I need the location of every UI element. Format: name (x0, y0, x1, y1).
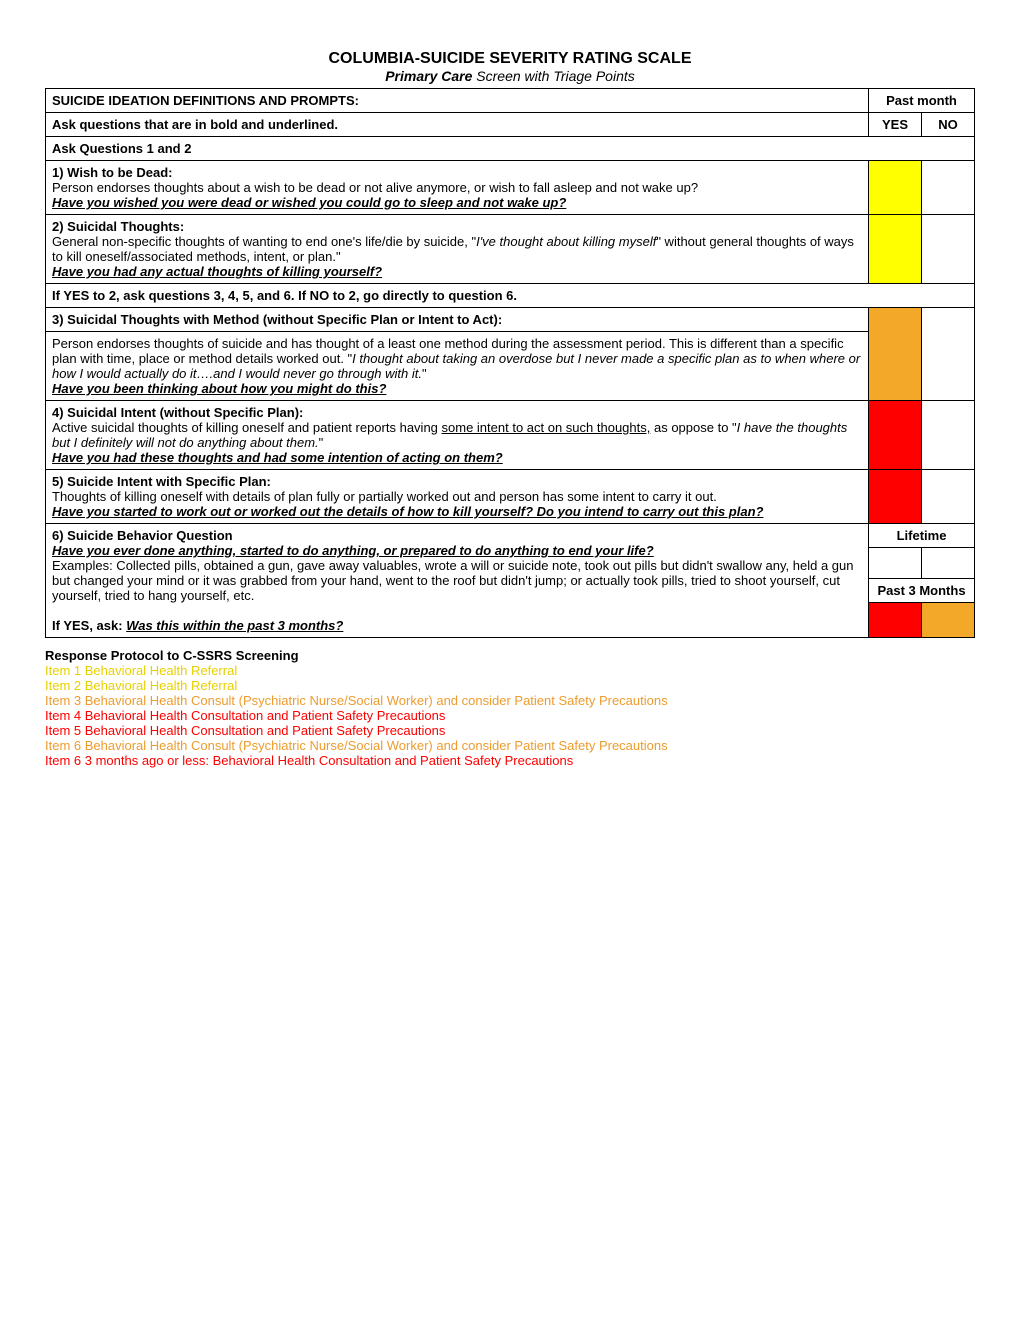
q2-title: 2) Suicidal Thoughts: (52, 219, 184, 234)
q5-yes-cell[interactable] (869, 470, 922, 524)
protocol-item-6: Item 6 Behavioral Health Consult (Psychi… (45, 738, 975, 753)
protocol-title: Response Protocol to C-SSRS Screening (45, 648, 975, 663)
protocol-item-4: Item 4 Behavioral Health Consultation an… (45, 708, 975, 723)
q3-title: 3) Suicidal Thoughts with Method (withou… (46, 308, 868, 332)
header-period: Past month (869, 89, 975, 113)
q4-body-pre: Active suicidal thoughts of killing ones… (52, 420, 442, 435)
branch-instruction: If YES to 2, ask questions 3, 4, 5, and … (46, 284, 975, 308)
q5-prompt: Have you started to work out or worked o… (52, 504, 763, 519)
lifetime-label: Lifetime (869, 524, 974, 548)
q4-under: some intent to act on such thoughts, (442, 420, 651, 435)
q3-yes-cell[interactable] (869, 308, 922, 401)
past3-yes[interactable] (869, 603, 922, 638)
q6-body: Examples: Collected pills, obtained a gu… (52, 558, 853, 603)
q1-yes-cell[interactable] (869, 161, 922, 215)
q2-body-pre: General non-specific thoughts of wanting… (52, 234, 476, 249)
past3-label: Past 3 Months (869, 579, 974, 603)
protocol-item-2: Item 2 Behavioral Health Referral (45, 678, 975, 693)
q4-body-post: " (319, 435, 324, 450)
protocol-item-3: Item 3 Behavioral Health Consult (Psychi… (45, 693, 975, 708)
q3-no-cell[interactable] (922, 308, 975, 401)
q1-body: Person endorses thoughts about a wish to… (52, 180, 698, 195)
question-5-row: 5) Suicide Intent with Specific Plan: Th… (46, 470, 975, 524)
question-1-row: 1) Wish to be Dead: Person endorses thou… (46, 161, 975, 215)
q1-no-cell[interactable] (922, 161, 975, 215)
q1-title: 1) Wish to be Dead: (52, 165, 173, 180)
subtitle-italic: Screen with Triage Points (472, 68, 634, 84)
q5-no-cell[interactable] (922, 470, 975, 524)
lifetime-no[interactable] (922, 548, 975, 579)
screening-table: SUICIDE IDEATION DEFINITIONS AND PROMPTS… (45, 88, 975, 638)
document-subtitle: Primary Care Screen with Triage Points (45, 68, 975, 84)
q4-prompt: Have you had these thoughts and had some… (52, 450, 503, 465)
q6-title: 6) Suicide Behavior Question (52, 528, 233, 543)
question-2-row: 2) Suicidal Thoughts: General non-specif… (46, 215, 975, 284)
protocol-item-1: Item 1 Behavioral Health Referral (45, 663, 975, 678)
question-6-row: 6) Suicide Behavior Question Have you ev… (46, 524, 975, 638)
protocol-section: Response Protocol to C-SSRS Screening It… (45, 648, 975, 768)
past3-no[interactable] (922, 603, 975, 638)
question-4-row: 4) Suicidal Intent (without Specific Pla… (46, 401, 975, 470)
q1-prompt: Have you wished you were dead or wished … (52, 195, 566, 210)
q5-title: 5) Suicide Intent with Specific Plan: (52, 474, 271, 489)
q4-yes-cell[interactable] (869, 401, 922, 470)
q4-body-mid: as oppose to " (650, 420, 736, 435)
q3-prompt: Have you been thinking about how you mig… (52, 381, 386, 396)
q6-followup-pre: If YES, ask: (52, 618, 126, 633)
subtitle-bold: Primary Care (385, 68, 472, 84)
q2-yes-cell[interactable] (869, 215, 922, 284)
q6-period-table: Lifetime Past 3 Months (869, 524, 974, 637)
q4-title: 4) Suicidal Intent (without Specific Pla… (52, 405, 303, 420)
document-title: COLUMBIA-SUICIDE SEVERITY RATING SCALE (45, 50, 975, 68)
instruction-row: Ask questions that are in bold and under… (46, 113, 869, 137)
q6-prompt: Have you ever done anything, started to … (52, 543, 654, 558)
q4-no-cell[interactable] (922, 401, 975, 470)
q3-body-post: " (422, 366, 427, 381)
lifetime-yes[interactable] (869, 548, 922, 579)
q2-quote: I've thought about killing myself (476, 234, 656, 249)
col-no: NO (922, 113, 975, 137)
question-3-row: 3) Suicidal Thoughts with Method (withou… (46, 308, 975, 401)
q5-body: Thoughts of killing oneself with details… (52, 489, 717, 504)
section-12: Ask Questions 1 and 2 (46, 137, 975, 161)
header-main: SUICIDE IDEATION DEFINITIONS AND PROMPTS… (46, 89, 869, 113)
protocol-item-7: Item 6 3 months ago or less: Behavioral … (45, 753, 975, 768)
protocol-item-5: Item 5 Behavioral Health Consultation an… (45, 723, 975, 738)
q6-followup-prompt: Was this within the past 3 months? (126, 618, 343, 633)
col-yes: YES (869, 113, 922, 137)
q2-prompt: Have you had any actual thoughts of kill… (52, 264, 382, 279)
q2-no-cell[interactable] (922, 215, 975, 284)
